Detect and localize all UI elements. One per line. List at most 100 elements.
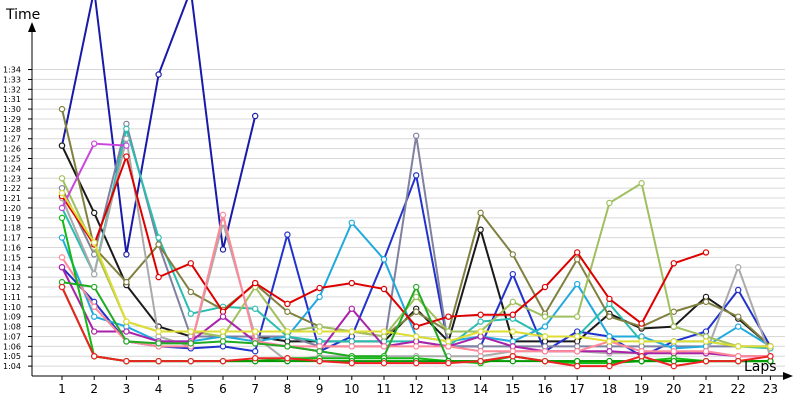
axis-layer: Time Laps (5, 7, 793, 380)
x-tick-label: 4 (155, 382, 163, 396)
data-point (670, 260, 678, 267)
series-18 (58, 283, 774, 370)
data-point (574, 348, 581, 355)
data-point (380, 343, 388, 350)
data-point (413, 333, 420, 340)
data-point (316, 284, 323, 292)
y-tick-label: 1:22 (3, 184, 21, 193)
data-point (187, 357, 194, 365)
data-point (670, 308, 678, 315)
data-point (219, 246, 227, 253)
y-tick-label: 1:20 (3, 204, 21, 213)
data-point (413, 132, 420, 139)
data-point (316, 328, 323, 335)
x-tick-label: 17 (570, 382, 585, 396)
y-tick-label: 1:04 (3, 362, 21, 371)
data-point (477, 328, 484, 335)
data-point (670, 348, 678, 355)
y-tick-label: 1:14 (3, 263, 21, 272)
data-point (348, 279, 355, 287)
data-point (251, 305, 259, 312)
data-point (123, 125, 130, 133)
data-point (348, 359, 355, 367)
data-point (413, 359, 420, 367)
data-point (251, 340, 259, 347)
data-point (284, 355, 291, 362)
x-tick-label: 21 (698, 382, 713, 396)
data-point (58, 254, 66, 261)
data-point (219, 313, 227, 320)
data-point (58, 283, 66, 291)
x-tick-label: 15 (505, 382, 520, 396)
data-point (58, 189, 66, 197)
data-point (90, 328, 98, 335)
data-point (541, 348, 549, 355)
data-point (58, 204, 66, 212)
data-point (284, 231, 291, 238)
y-tick-label: 1:30 (3, 105, 21, 114)
x-tick-label: 1 (58, 382, 66, 396)
y-tick-label: 1:27 (3, 135, 21, 144)
data-point (251, 355, 259, 362)
y-tick-label: 1:31 (3, 95, 21, 104)
data-point (477, 357, 484, 365)
data-point (541, 333, 549, 340)
data-point (380, 285, 388, 293)
data-point (638, 320, 645, 327)
data-point (284, 300, 291, 308)
data-point (702, 338, 710, 345)
data-point (574, 249, 581, 256)
data-point (541, 357, 549, 365)
series-6 (58, 125, 774, 352)
data-point (123, 328, 130, 335)
data-point (477, 209, 484, 217)
data-point (638, 353, 645, 360)
data-point (380, 256, 388, 263)
data-point (123, 318, 130, 325)
data-point (606, 348, 613, 355)
data-point (380, 359, 388, 367)
data-point (413, 293, 420, 301)
data-point (155, 340, 162, 347)
y-tick-label: 1:17 (3, 234, 21, 243)
data-point (606, 313, 613, 320)
data-point (702, 357, 710, 365)
data-point (767, 353, 774, 360)
data-point (187, 260, 194, 267)
data-point (702, 298, 710, 306)
data-point (316, 293, 323, 301)
y-tick-label: 1:15 (3, 253, 21, 262)
y-axis-label: Time (5, 7, 40, 23)
data-point (606, 338, 613, 345)
data-point (413, 323, 420, 330)
x-axis-label: Laps (744, 359, 777, 375)
series-layer (58, 0, 774, 370)
data-point (90, 283, 98, 291)
data-point (284, 308, 291, 315)
data-point (155, 71, 162, 78)
y-tick-label: 1:06 (3, 342, 21, 351)
data-point (574, 313, 581, 320)
x-tick-label: 9 (316, 382, 324, 396)
x-tick-label: 19 (634, 382, 649, 396)
data-point (123, 278, 130, 286)
data-point (90, 303, 98, 310)
series-10 (58, 153, 710, 330)
data-point (735, 313, 742, 320)
data-point (477, 348, 484, 355)
data-point (445, 328, 452, 335)
data-point (123, 153, 130, 160)
x-tick-label: 13 (441, 382, 456, 396)
tick-layer: 1:041:051:061:071:081:091:101:111:121:13… (3, 66, 778, 396)
data-point (155, 234, 162, 241)
data-point (445, 359, 452, 367)
data-point (90, 270, 98, 278)
data-point (58, 234, 66, 241)
data-point (574, 256, 581, 263)
data-point (445, 338, 452, 345)
data-point (541, 323, 549, 330)
y-tick-label: 1:07 (3, 332, 21, 341)
data-point (735, 286, 742, 294)
data-point (445, 313, 452, 320)
data-point (155, 273, 162, 281)
